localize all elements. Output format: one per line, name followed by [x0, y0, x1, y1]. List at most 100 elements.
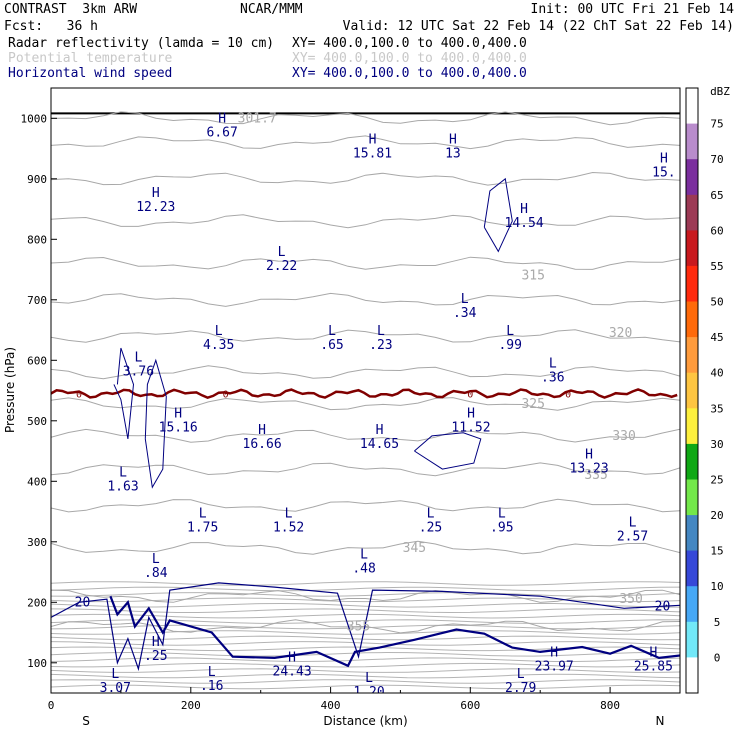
theta-label: 320: [609, 326, 632, 341]
theta-contour: [51, 329, 680, 343]
colorbar-swatch: [686, 194, 698, 231]
theta-contour-upper: [51, 597, 680, 603]
theta-contour: [51, 428, 680, 443]
colorbar-frame: [685, 87, 699, 694]
init-time: Init: 00 UTC Fri 21 Feb 14: [530, 2, 735, 17]
colorbar-swatch: [686, 550, 698, 587]
theta-contours: [51, 111, 680, 690]
x-tick-label: 400: [321, 699, 341, 712]
extremum-value: 13: [445, 147, 461, 162]
extremum-value: .36: [541, 371, 564, 386]
extremum-value: 2.79: [505, 681, 536, 696]
theta-contour-upper: [51, 602, 680, 608]
extremum-value: .95: [490, 521, 513, 536]
extremum-value: .84: [144, 566, 168, 581]
extremum-value: 14.54: [505, 216, 544, 231]
freezing-level-label: 0: [565, 390, 571, 401]
extremum-marker: L: [461, 292, 469, 307]
extremum-value: 12.23: [136, 200, 175, 215]
theta-contour: [51, 540, 680, 555]
colorbar-label: 65: [710, 189, 723, 202]
y-tick-label: 1000: [21, 112, 48, 125]
extremum-marker: H: [258, 423, 266, 438]
colorbar-label: 40: [710, 367, 723, 380]
colorbar-swatch: [686, 372, 698, 409]
theta-contour: [51, 365, 680, 380]
wind-contour: [109, 595, 680, 668]
wind-contour: [414, 432, 482, 470]
extremum-marker: H: [449, 133, 457, 148]
colorbar-label: 70: [710, 153, 723, 166]
field-theta-xy: XY= 400.0,100.0 to 400.0,400.0: [292, 51, 527, 66]
x-tick-label: 600: [460, 699, 480, 712]
colorbar-label: 60: [710, 224, 723, 237]
theta-label: 330: [612, 429, 635, 444]
x-tick-label: 800: [600, 699, 620, 712]
theta-contour: [51, 397, 680, 411]
extremum-marker: H: [585, 447, 593, 462]
extremum-value: .99: [498, 338, 521, 353]
colorbar-swatch: [686, 159, 698, 196]
colorbar-label: 20: [710, 509, 723, 522]
colorbar-swatch: [686, 515, 698, 552]
x-tick-label: 200: [181, 699, 201, 712]
extremum-value: 25.85: [634, 660, 673, 675]
extremum-value: 13.23: [570, 461, 609, 476]
theta-contour-upper: [51, 641, 680, 646]
field-reflectivity: Radar reflectivity (lamda = 10 cm): [8, 36, 275, 51]
model-name: CONTRAST 3km ARW: [4, 2, 138, 17]
theta-contour-upper: [51, 635, 680, 641]
theta-contour: [51, 256, 680, 270]
freezing-level-label: 0: [467, 390, 473, 401]
colorbar-label: 10: [710, 580, 723, 593]
extremum-value: 24.43: [273, 665, 312, 680]
colorbar-label: 0: [714, 651, 721, 664]
extremum-value: 23.97: [535, 660, 574, 675]
extremum-marker: L: [506, 324, 514, 339]
theta-contour: [51, 619, 680, 634]
extremum-marker: H: [649, 646, 657, 661]
extremum-value: .48: [352, 562, 375, 577]
y-tick-label: 800: [27, 233, 47, 246]
colorbar-label: 5: [714, 616, 721, 629]
colorbar-unit: dBZ: [710, 85, 730, 98]
extremum-value: 6.67: [207, 126, 238, 141]
theta-contour: [51, 292, 680, 307]
extremum-marker: H: [152, 635, 160, 650]
extremum-value: 3.76: [123, 365, 154, 380]
extremum-value: 1.52: [273, 521, 304, 536]
theta-contour-upper: [51, 657, 680, 663]
extremum-marker: L: [549, 357, 557, 372]
extremum-value: 3.07: [100, 681, 131, 696]
extremum-value: 15.: [652, 165, 675, 180]
theta-contour-upper: [51, 608, 680, 614]
colorbar-swatch: [686, 443, 698, 480]
field-wind: Horizontal wind speed: [8, 66, 173, 81]
extremum-marker: H: [550, 646, 558, 661]
extremum-value: .16: [200, 679, 223, 694]
colorbar-label: 55: [710, 260, 723, 273]
y-tick-label: 600: [27, 354, 47, 367]
extremum-value: 1.63: [107, 479, 138, 494]
extremum-value: 2.57: [617, 530, 648, 545]
theta-contour-upper: [51, 630, 680, 635]
extremum-marker: H: [174, 407, 182, 422]
extremum-marker: L: [517, 667, 525, 682]
theta-label: 350: [619, 592, 642, 607]
extremum-value: 4.35: [203, 338, 234, 353]
extremum-marker: H: [376, 423, 384, 438]
colorbar-swatch: [686, 301, 698, 338]
valid-time: Valid: 12 UTC Sat 22 Feb 14 (22 ChT Sat …: [342, 19, 734, 34]
theta-label: 301.7: [238, 111, 277, 126]
extremum-marker: L: [215, 324, 223, 339]
colorbar-label: 45: [710, 331, 723, 344]
extremum-value: .23: [369, 338, 392, 353]
extremum-marker: H: [288, 651, 296, 666]
extremum-marker: L: [119, 465, 127, 480]
wind-contour: [51, 582, 680, 672]
colorbar-swatch: [686, 621, 698, 658]
y-tick-label: 100: [27, 657, 47, 670]
extremum-marker: L: [285, 507, 293, 522]
